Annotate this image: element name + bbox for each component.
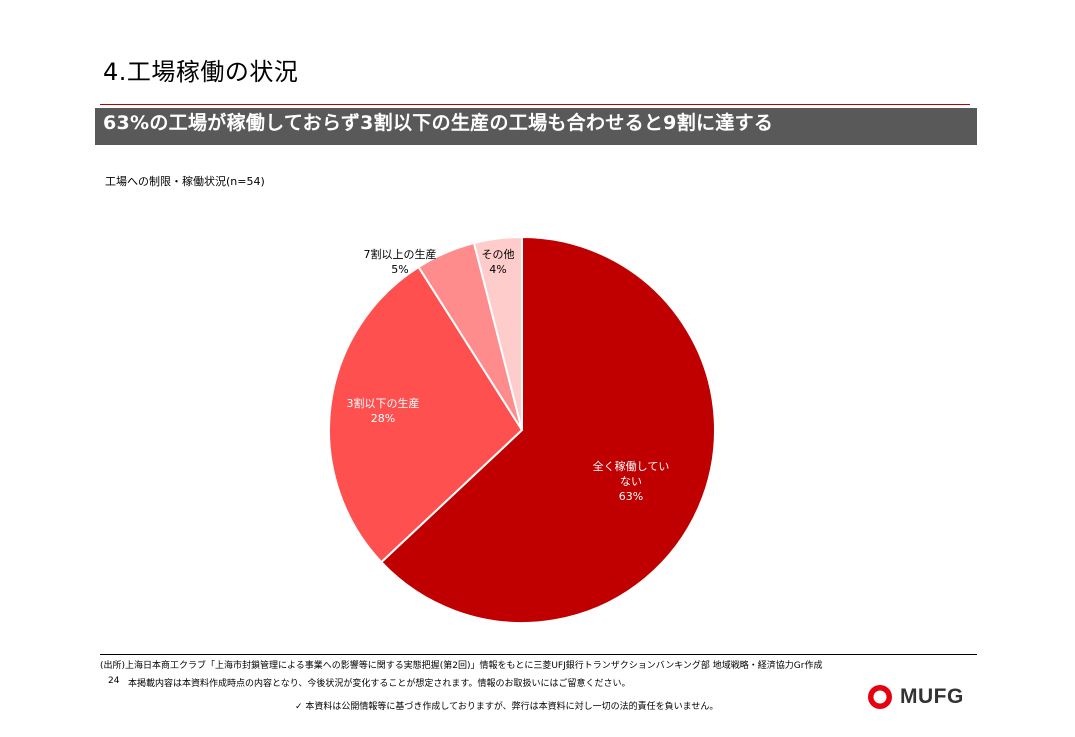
mufg-logo: MUFG — [866, 684, 964, 710]
chart-title: 工場への制限・稼働状況(n=54) — [105, 175, 265, 188]
pie-value-label-1: 28% — [371, 412, 395, 425]
source-note: (出所)上海日本商工クラブ「上海市封鎖管理による事業への影響等に関する実態把握(… — [100, 661, 823, 671]
headline-banner: 63%の工場が稼働しておらず3割以下の生産の工場も合わせると9割に達する — [95, 108, 977, 145]
pie-value-label-3: 4% — [489, 263, 506, 276]
pie-category-label-0: ない — [620, 475, 642, 488]
pie-category-label-2: 7割以上の生産 — [364, 247, 437, 261]
pie-slice-1 — [328, 265, 524, 564]
pie-category-label-3: その他 — [482, 248, 515, 261]
disclaimer: ✓ 本資料は公開情報等に基づき作成しておりますが、弊行は本資料に対し一切の法的責… — [295, 702, 719, 712]
pie-slice-0 — [379, 235, 716, 624]
mufg-mark-icon — [868, 685, 892, 709]
pie-value-label-2: 5% — [391, 263, 408, 276]
content-note: 本掲載内容は本資料作成時点の内容となり、今後状況が変化することが想定されます。情… — [128, 679, 631, 689]
page-title: 4.工場稼働の状況 — [103, 58, 299, 86]
pie-category-label-0: 全く稼働してい — [593, 459, 670, 473]
pie-category-label-1: 3割以下の生産 — [347, 396, 420, 410]
title-divider — [100, 104, 970, 105]
footer-divider — [100, 654, 977, 655]
page-number: 24 — [108, 676, 120, 686]
logo-text: MUFG — [900, 685, 964, 708]
pie-slice-3 — [472, 235, 523, 431]
pie-value-label-0: 63% — [619, 490, 643, 503]
